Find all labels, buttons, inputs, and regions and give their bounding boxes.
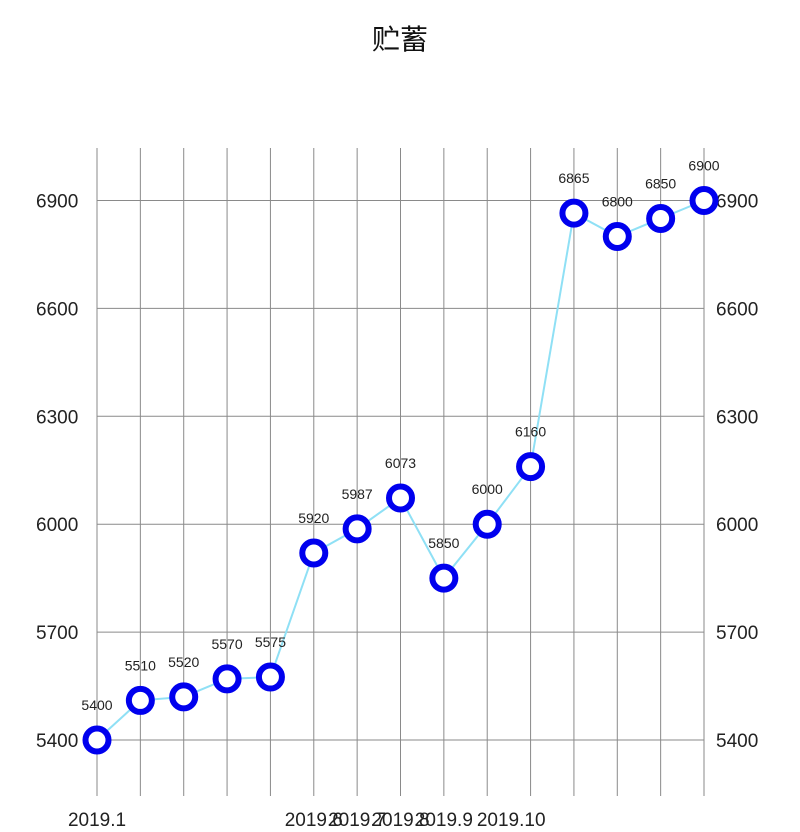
data-point-marker <box>212 664 242 694</box>
horizontal-gridlines <box>97 200 704 741</box>
x-tick-label: 2019.6 <box>285 810 343 831</box>
y-tick-label: 5400 <box>716 731 758 752</box>
data-label: 5850 <box>428 535 459 551</box>
y-tick-label: 6000 <box>36 515 78 536</box>
y-tick-label: 6300 <box>36 407 78 428</box>
data-point-marker <box>602 221 632 251</box>
data-label: 6850 <box>645 175 676 191</box>
data-point-marker <box>516 452 546 482</box>
data-label: 5987 <box>342 486 373 502</box>
data-label: 5400 <box>81 697 112 713</box>
data-point-marker <box>255 662 285 692</box>
y-axis-left: 5400 5700 6000 6300 6600 6900 <box>36 192 78 753</box>
y-tick-label: 5700 <box>36 623 78 644</box>
y-tick-label: 6900 <box>36 192 78 213</box>
data-point-marker <box>472 509 502 539</box>
data-point-marker <box>429 563 459 593</box>
x-tick-label: 2019.7 <box>328 810 386 831</box>
x-tick-label: 2019.8 <box>371 810 429 831</box>
data-label: 5575 <box>255 634 286 650</box>
data-point-marker <box>342 514 372 544</box>
y-tick-label: 6600 <box>36 299 78 320</box>
x-tick-label: 2019.10 <box>477 810 546 831</box>
data-label: 6900 <box>688 158 719 174</box>
data-point-marker <box>386 483 415 513</box>
y-tick-label: 6900 <box>716 192 758 213</box>
data-point-marker <box>169 682 199 712</box>
data-label: 5920 <box>298 510 329 526</box>
data-labels: 5400 5510 5520 5570 5575 5920 5987 6073 5850 6000… <box>81 158 719 714</box>
data-point-marker <box>689 186 719 215</box>
data-label: 5570 <box>211 636 242 652</box>
x-tick-label: 2019.1 <box>68 810 126 831</box>
data-label: 5510 <box>125 657 156 673</box>
y-tick-label: 6600 <box>716 299 758 320</box>
data-label: 5520 <box>168 654 199 670</box>
x-tick-label: 2019.9 <box>415 810 473 831</box>
data-point-marker <box>646 203 676 233</box>
data-point-marker <box>82 725 112 755</box>
y-axis-right: 5400 5700 6000 6300 6600 6900 <box>716 192 758 753</box>
y-tick-label: 6000 <box>716 515 758 536</box>
data-label: 6073 <box>385 455 416 471</box>
y-tick-label: 6300 <box>716 407 758 428</box>
data-label: 6160 <box>515 424 546 440</box>
chart-title: 贮蓄 <box>371 23 428 56</box>
y-tick-label: 5700 <box>716 623 758 644</box>
data-label: 6800 <box>602 193 633 209</box>
data-point-marker <box>299 538 329 568</box>
data-point-marker <box>559 198 589 228</box>
data-markers <box>82 186 719 755</box>
y-tick-label: 5400 <box>36 731 78 752</box>
data-label: 6000 <box>472 481 503 497</box>
data-point-marker <box>125 685 155 715</box>
data-label: 6865 <box>558 170 589 186</box>
